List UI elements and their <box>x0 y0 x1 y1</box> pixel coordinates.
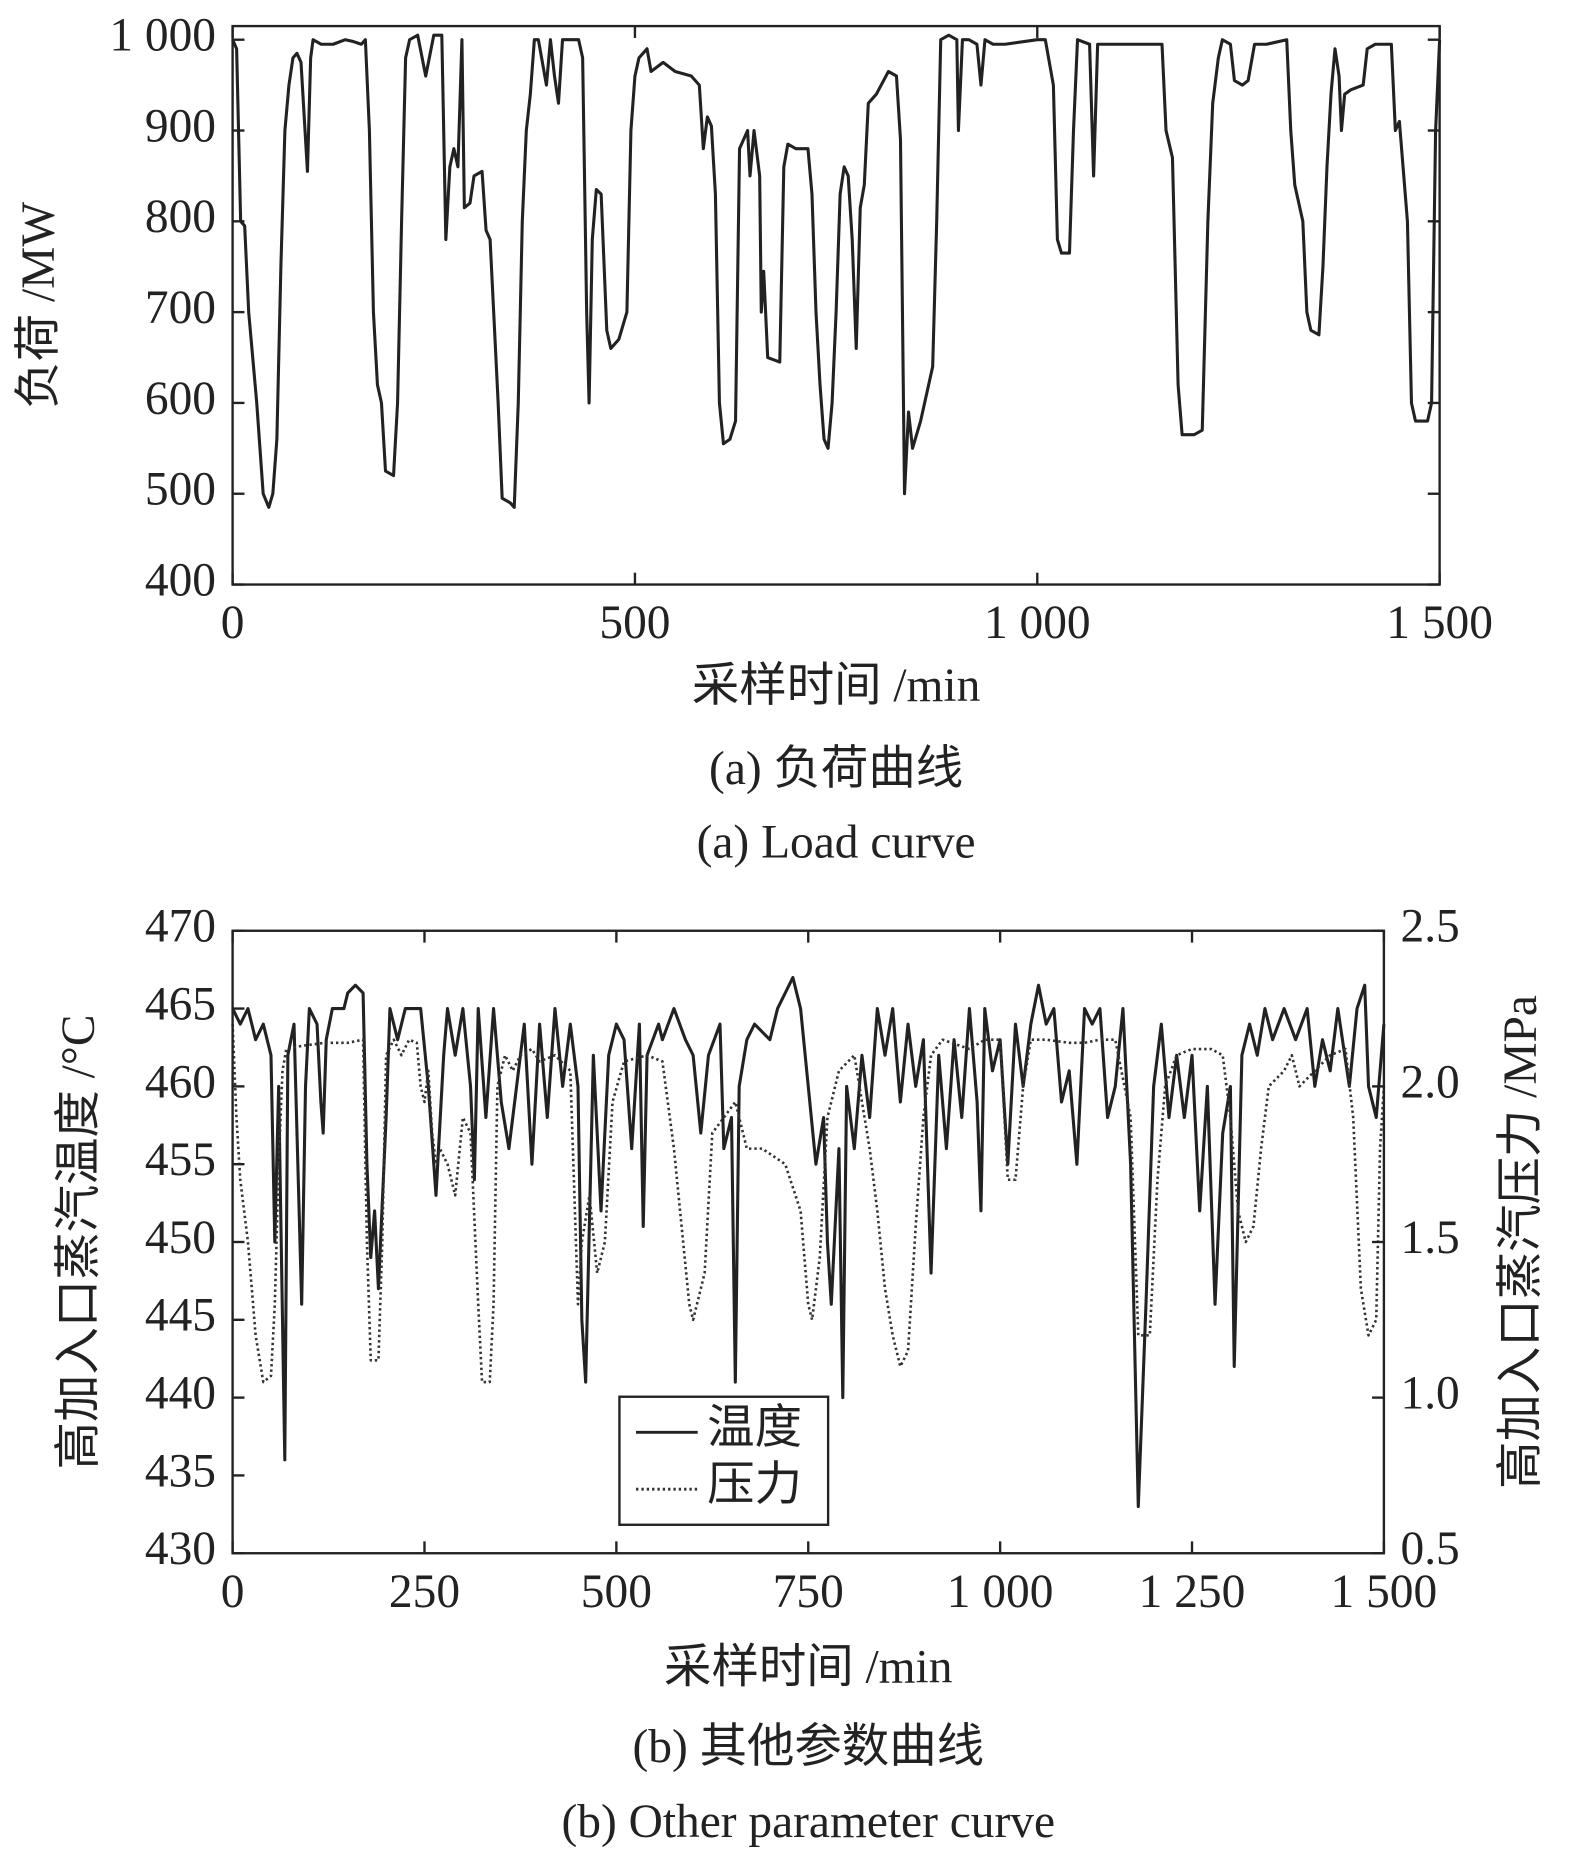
y2-tick-label: 0.5 <box>1400 1523 1459 1575</box>
x-tick-label: 500 <box>599 597 670 649</box>
y2-tick-label: 2.5 <box>1400 901 1459 953</box>
legend-label: 压力 <box>707 1459 802 1511</box>
caption: (a) 负荷曲线 <box>709 743 963 795</box>
x-tick-label: 500 <box>581 1566 652 1618</box>
caption: (b) 其他参数曲线 <box>632 1721 984 1773</box>
y-axis-label: 高加入口蒸汽温度 /°C <box>53 1015 105 1470</box>
y-tick-label: 430 <box>145 1523 216 1575</box>
x-axis-label: 采样时间 /min <box>692 660 980 712</box>
y-tick-label: 900 <box>145 100 216 152</box>
y2-tick-label: 2.0 <box>1400 1056 1459 1108</box>
y-tick-label: 400 <box>145 554 216 606</box>
legend-label: 温度 <box>707 1402 802 1454</box>
y-tick-label: 445 <box>145 1290 216 1342</box>
y-tick-label: 455 <box>145 1134 216 1186</box>
caption-en: (a) Load curve <box>697 816 976 868</box>
y-tick-label: 460 <box>145 1056 216 1108</box>
caption-en: (b) Other parameter curve <box>561 1796 1055 1848</box>
x-tick-label: 1 500 <box>1386 597 1493 649</box>
y-tick-label: 450 <box>145 1212 216 1264</box>
y-tick-label: 1 000 <box>109 10 216 62</box>
x-tick-label: 1 000 <box>947 1566 1054 1618</box>
legend-box <box>618 1395 830 1526</box>
data-line <box>231 1024 1386 1384</box>
x-tick-label: 1 250 <box>1139 1566 1246 1618</box>
y-tick-label: 600 <box>145 373 216 425</box>
x-tick-label: 250 <box>389 1566 460 1618</box>
y2-tick-label: 1.5 <box>1400 1212 1459 1264</box>
x-tick-label: 1 000 <box>984 597 1091 649</box>
y2-axis-label: 高加入口蒸汽压力 /MPa <box>1495 995 1547 1489</box>
data-line <box>231 975 1386 1509</box>
y-tick-label: 800 <box>145 191 216 243</box>
x-tick-label: 1 500 <box>1331 1566 1438 1618</box>
y-tick-label: 500 <box>145 464 216 516</box>
y-tick-label: 465 <box>145 978 216 1030</box>
y-axis-label: 负荷 /MW <box>13 202 65 409</box>
y-tick-label: 700 <box>145 282 216 334</box>
y2-tick-label: 1.0 <box>1400 1367 1459 1419</box>
x-tick-label: 750 <box>773 1566 844 1618</box>
x-tick-label: 0 <box>221 1566 245 1618</box>
x-axis-label: 采样时间 /min <box>664 1642 952 1694</box>
y-tick-label: 440 <box>145 1367 216 1419</box>
y-tick-label: 435 <box>145 1445 216 1497</box>
data-line <box>231 33 1442 509</box>
y-tick-label: 470 <box>145 901 216 953</box>
x-tick-label: 0 <box>221 597 245 649</box>
plot-frame <box>231 24 1441 586</box>
